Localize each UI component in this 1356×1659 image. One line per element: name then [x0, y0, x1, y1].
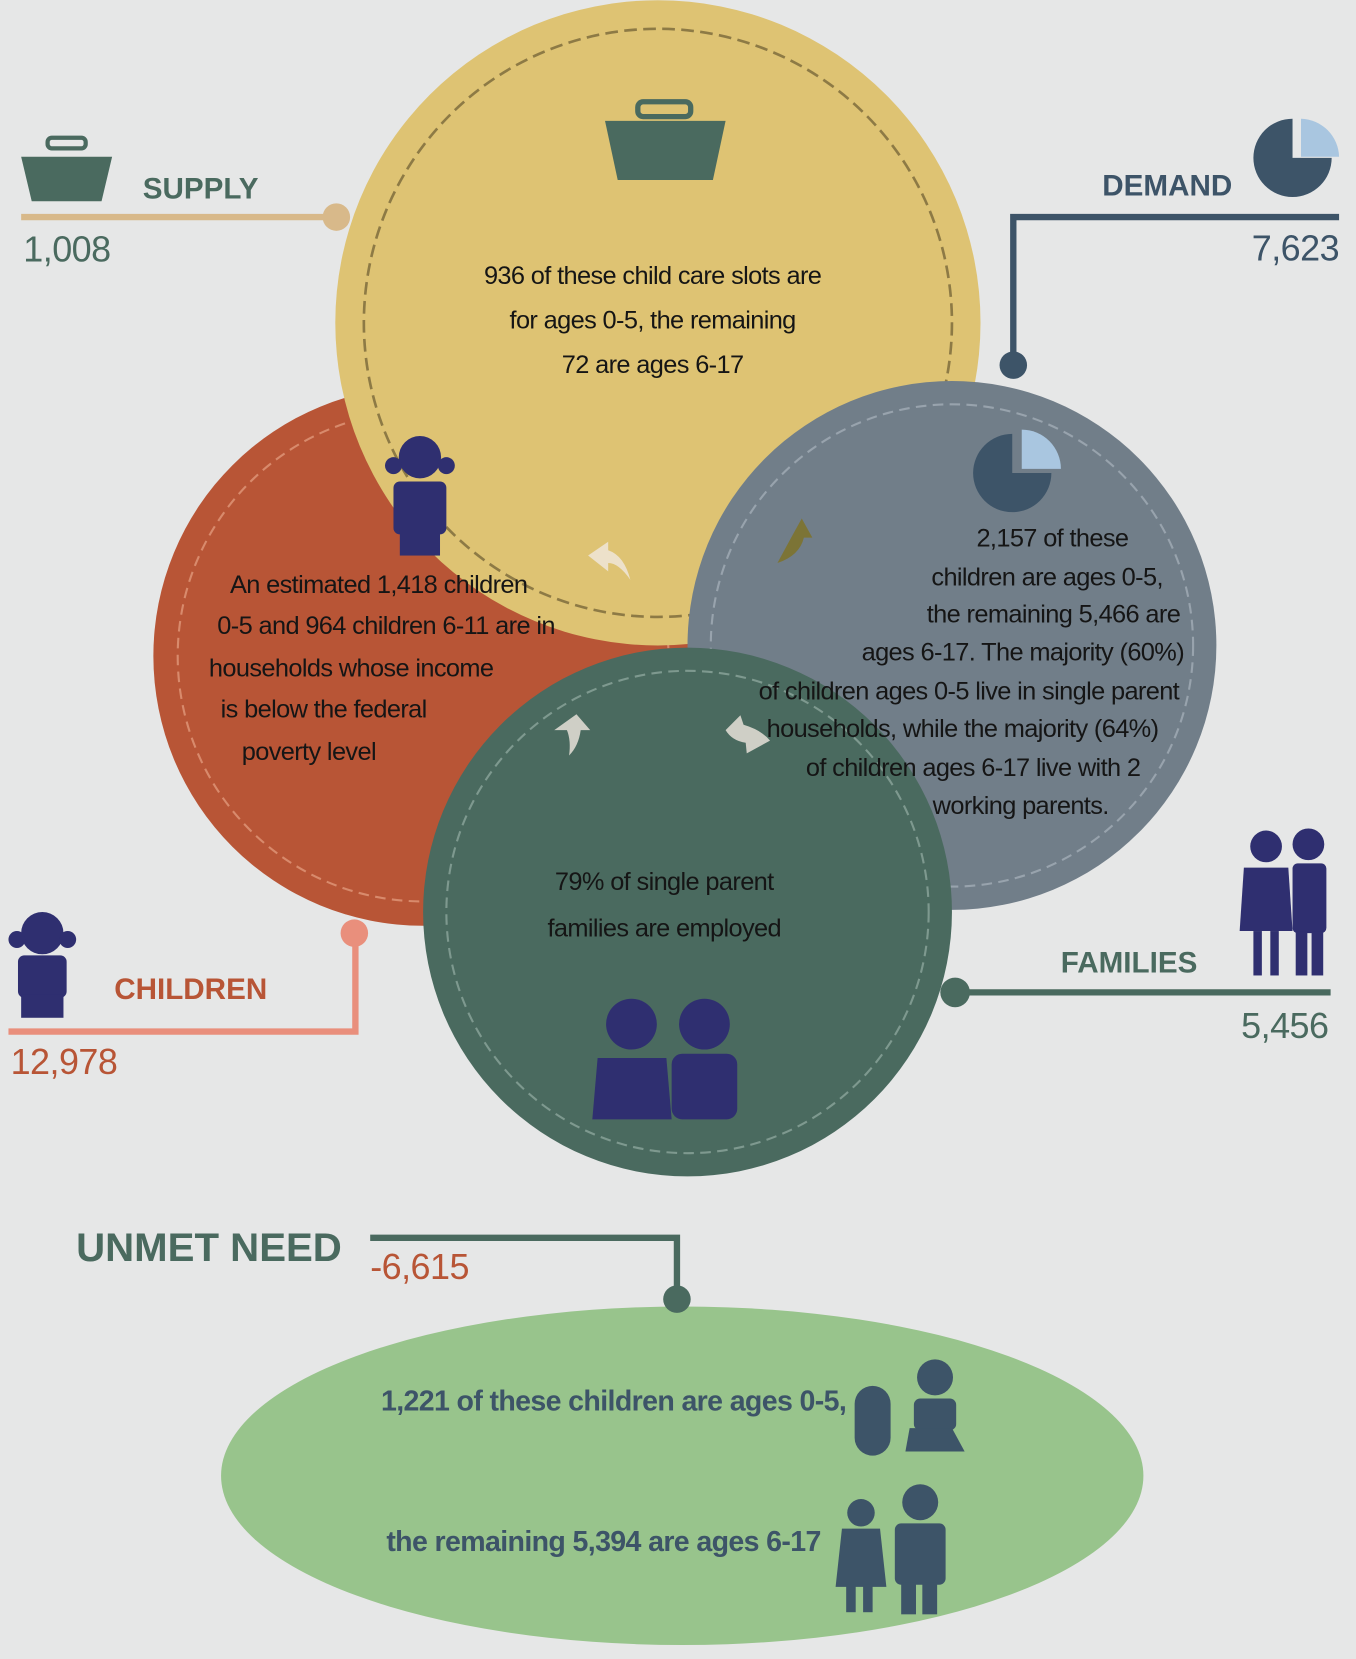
text-line: 0-5 and 964 children 6-11 are in: [217, 612, 555, 640]
page: { "supply": {"label": "SUPPLY", "value":…: [0, 0, 1356, 1659]
text-line: 1,221 of these children are ages 0-5,: [381, 1385, 846, 1417]
text-line: of children ages 0-5 live in single pare…: [759, 678, 1180, 706]
text-line: poverty level: [242, 738, 376, 766]
text-line: 72 are ages 6-17: [562, 351, 744, 379]
text-line: An estimated 1,418 children: [230, 571, 527, 599]
demand-value: 7,623: [1252, 227, 1339, 268]
text-line: children are ages 0-5,: [931, 564, 1162, 592]
families-value: 5,456: [1241, 1005, 1328, 1046]
children-label: CHILDREN: [114, 973, 267, 1006]
demand-dot: [1000, 351, 1028, 379]
supply-value: 1,008: [23, 228, 110, 269]
supply-label: SUPPLY: [143, 172, 259, 205]
text-line: ages 6-17. The majority (60%): [862, 639, 1184, 667]
text-line: 79% of single parent: [555, 868, 774, 896]
text-line: of children ages 6-17 live with 2: [806, 754, 1141, 782]
text-line: is below the federal: [221, 696, 427, 724]
text-line: 2,157 of these: [976, 524, 1128, 552]
infographic: SUPPLY 1,008 DEMAND 7,623 CHILDREN 12,97…: [0, 0, 1356, 1659]
text-line: families are employed: [548, 915, 781, 943]
supply-dot: [323, 203, 351, 231]
text-line: households whose income: [209, 654, 493, 682]
text-line: the remaining 5,466 are: [927, 601, 1180, 629]
text-line: the remaining 5,394 are ages 6-17: [386, 1526, 820, 1558]
unmet-label: UNMET NEED: [76, 1225, 342, 1270]
text-line: 936 of these child care slots are: [484, 262, 821, 290]
children-dot: [341, 919, 369, 947]
unmet-dot: [663, 1285, 691, 1313]
unmet-ellipse: [221, 1307, 1143, 1645]
text-line: for ages 0-5, the remaining: [510, 306, 796, 334]
unmet-value: -6,615: [370, 1246, 469, 1287]
text-line: working parents.: [932, 792, 1109, 820]
text-line: households, while the majority (64%): [767, 715, 1159, 743]
demand-label: DEMAND: [1102, 169, 1232, 202]
families-label: FAMILIES: [1061, 947, 1198, 980]
children-value: 12,978: [11, 1041, 118, 1082]
families-dot: [940, 978, 970, 1008]
